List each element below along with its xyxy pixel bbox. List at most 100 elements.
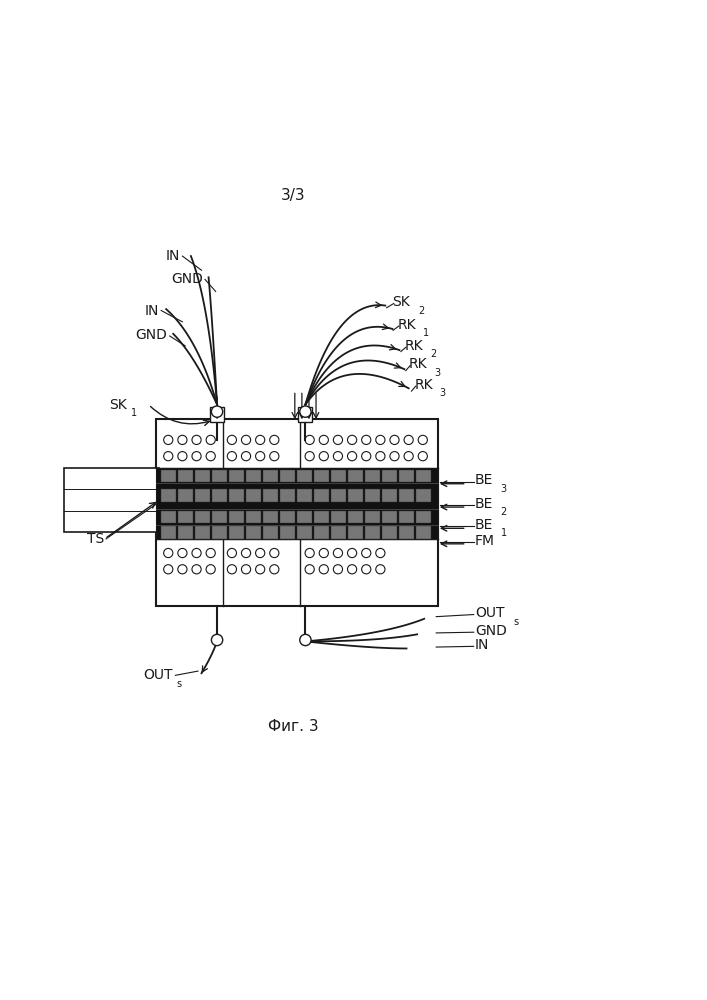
Text: 3: 3 [434,368,440,378]
Circle shape [192,548,201,558]
Bar [178,511,193,523]
Bar [332,470,346,482]
Bar [263,489,278,502]
Bar [382,526,397,539]
Circle shape [333,565,342,574]
Text: 3: 3 [440,388,446,398]
Circle shape [178,548,187,558]
Text: TS: TS [88,532,105,546]
Text: 3/3: 3/3 [281,188,305,203]
Text: IN: IN [475,638,489,652]
Bar [161,470,176,482]
Bar [416,511,431,523]
Circle shape [241,548,250,558]
Bar [382,511,397,523]
Circle shape [376,565,385,574]
Bar [297,489,312,502]
Circle shape [418,435,427,445]
Text: SK: SK [110,398,127,412]
Bar [366,470,380,482]
Bar [315,470,329,482]
Circle shape [319,548,328,558]
Circle shape [178,452,187,461]
Bar [315,489,329,502]
Circle shape [228,452,236,461]
Bar [315,526,329,539]
Bar [280,470,295,482]
Bar [297,526,312,539]
Text: RK: RK [404,339,423,353]
Circle shape [163,435,173,445]
Text: 1: 1 [131,408,137,418]
Text: OUT: OUT [475,606,505,620]
Bar [416,526,431,539]
Bar [156,419,438,606]
Bar [161,526,176,539]
Bar [161,489,176,502]
Text: GND: GND [475,624,507,638]
Bar [246,470,261,482]
Circle shape [211,406,223,417]
Circle shape [333,548,342,558]
Bar [399,526,414,539]
Text: FM: FM [475,534,495,548]
Circle shape [228,435,236,445]
Circle shape [319,435,328,445]
Text: BE: BE [475,518,493,532]
Bar [212,511,227,523]
Circle shape [269,435,279,445]
Circle shape [333,452,342,461]
Bar [297,511,312,523]
Bar [210,407,224,422]
Bar [195,511,210,523]
Circle shape [347,435,356,445]
Text: 2: 2 [418,306,424,316]
Circle shape [361,565,371,574]
Circle shape [390,452,399,461]
Bar [416,470,431,482]
Text: GND: GND [171,272,203,286]
Circle shape [228,565,236,574]
Bar [212,470,227,482]
Circle shape [269,548,279,558]
Bar [298,407,312,422]
Circle shape [347,565,356,574]
Circle shape [269,452,279,461]
Bar [349,470,363,482]
Bar [399,511,414,523]
Text: 3: 3 [501,484,507,494]
Circle shape [228,548,236,558]
Text: s: s [513,617,518,627]
Text: RK: RK [397,318,416,332]
Circle shape [319,565,328,574]
Bar [382,470,397,482]
Text: OUT: OUT [144,668,173,682]
Bar [229,470,244,482]
Circle shape [192,565,201,574]
Bar [178,470,193,482]
Bar [399,489,414,502]
Bar [246,511,261,523]
Circle shape [178,565,187,574]
Text: RK: RK [409,357,427,371]
Bar [161,511,176,523]
Bar [382,489,397,502]
Bar [349,526,363,539]
Circle shape [300,634,311,646]
Bar [349,511,363,523]
Bar [366,526,380,539]
Bar [178,526,193,539]
Text: Фиг. 3: Фиг. 3 [268,719,319,734]
Bar [332,526,346,539]
Circle shape [418,452,427,461]
Bar [280,489,295,502]
Circle shape [404,452,413,461]
Text: RK: RK [414,378,433,392]
Circle shape [376,435,385,445]
Circle shape [361,435,371,445]
Circle shape [361,452,371,461]
Bar [229,489,244,502]
Circle shape [305,452,314,461]
Bar [195,470,210,482]
Bar [366,489,380,502]
